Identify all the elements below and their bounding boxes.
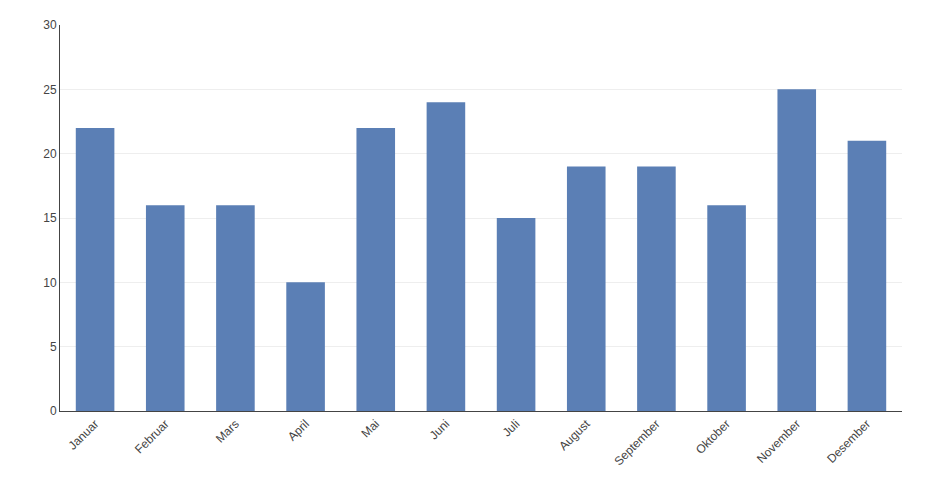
svg-text:Juni: Juni	[427, 417, 452, 442]
svg-text:April: April	[285, 417, 312, 444]
svg-text:15: 15	[43, 211, 57, 225]
svg-text:November: November	[754, 417, 803, 466]
svg-text:Juli: Juli	[500, 417, 523, 440]
svg-text:Desember: Desember	[824, 417, 873, 466]
svg-text:25: 25	[43, 83, 57, 97]
svg-text:Februar: Februar	[132, 417, 172, 457]
svg-text:Januar: Januar	[66, 417, 102, 453]
svg-text:0: 0	[50, 404, 57, 418]
svg-text:10: 10	[43, 276, 57, 290]
svg-text:20: 20	[43, 147, 57, 161]
svg-text:Mai: Mai	[359, 417, 383, 441]
svg-text:5: 5	[50, 340, 57, 354]
svg-text:30: 30	[43, 18, 57, 32]
svg-text:August: August	[556, 416, 593, 453]
svg-text:Mars: Mars	[213, 417, 242, 446]
svg-text:September: September	[611, 417, 662, 468]
svg-text:Oktober: Oktober	[693, 417, 733, 457]
